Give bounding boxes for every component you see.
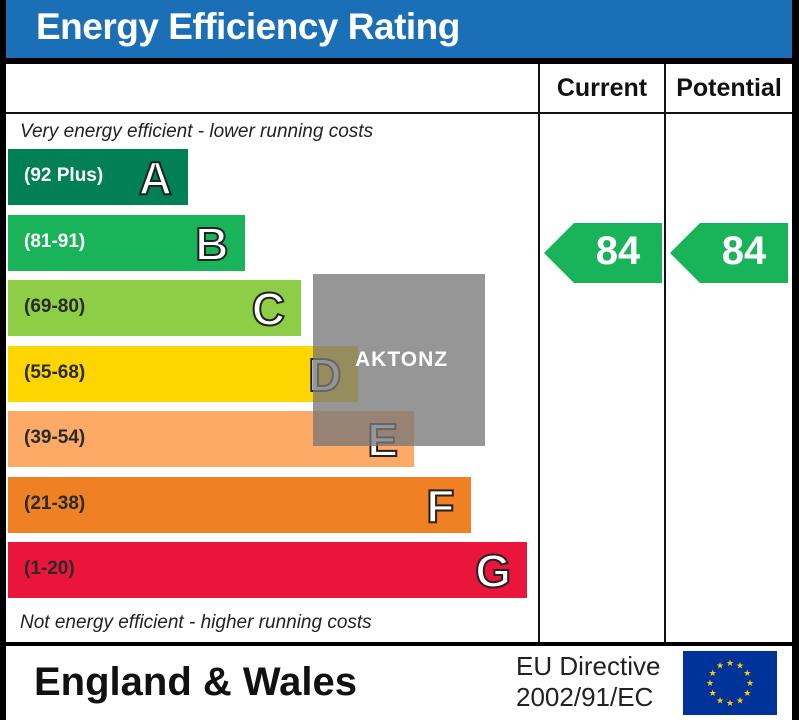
watermark-text: AKTONZ (355, 348, 449, 371)
bottom-note: Not energy efficient - higher running co… (20, 612, 372, 633)
watermark: AKTONZ (313, 274, 485, 446)
band-c: (69-80) C (8, 280, 301, 336)
eu-star-icon: ★ (736, 661, 744, 671)
potential-rating-value: 84 (721, 229, 767, 273)
eu-directive-label: EU Directive (516, 651, 661, 681)
eu-star-icon: ★ (743, 668, 751, 678)
band-range-label: (1-20) (24, 558, 75, 579)
eu-star-icon: ★ (726, 698, 734, 708)
band-f: (21-38) F (8, 476, 471, 533)
top-note: Very energy efficient - lower running co… (20, 121, 374, 142)
band-range-label: (92 Plus) (24, 165, 104, 186)
band-letter: F (425, 479, 455, 533)
potential-column-divider (664, 64, 666, 642)
band-letter: C (251, 282, 286, 336)
band-b: (81-91) B (8, 214, 245, 271)
band-d: (55-68)D (8, 345, 358, 402)
band-range-label: (39-54) (24, 427, 86, 448)
eu-star-icon: ★ (716, 661, 724, 671)
potential-arrow-shape (670, 223, 788, 283)
footer-panel (6, 646, 792, 720)
band-letter: B (194, 217, 229, 271)
eu-flag-icon: ★★★★★★★★★ ★ ★★ (683, 651, 777, 715)
current-column-divider (538, 64, 540, 642)
eu-directive-number: 2002/91/EC (516, 682, 654, 712)
eu-star-icon: ★ (706, 678, 714, 688)
band-range-label: (21-38) (24, 492, 86, 514)
band-range-label: (55-68) (24, 361, 86, 383)
band-letter: A (138, 151, 173, 205)
eu-star-icon: ★ (709, 668, 717, 678)
eu-star-icon: ★ (746, 678, 754, 688)
current-rating-value: 84 (595, 229, 641, 273)
band-range-label: (69-80) (24, 296, 86, 317)
band-a: (92 Plus) A (8, 149, 188, 205)
band-letter: G (474, 544, 512, 598)
eu-star-icon: ★ (709, 688, 717, 698)
band-range-label: (81-91) (24, 230, 86, 252)
eu-star-icon: ★ (736, 695, 744, 705)
current-column-header: Current (556, 74, 648, 102)
current-arrow-shape (544, 223, 662, 283)
title-bar: Energy Efficiency Rating (6, 0, 792, 58)
potential-rating-arrow (670, 223, 788, 283)
potential-column-header: Potential (676, 74, 782, 102)
header-divider (6, 112, 792, 114)
eu-star-icon: ★ (726, 658, 734, 668)
current-rating-arrow (544, 223, 662, 283)
chart-title: Energy Efficiency Rating (36, 6, 460, 47)
band-g: (1-20) G (8, 542, 527, 598)
footer-region: England & Wales (34, 660, 358, 704)
eu-star-icon: ★ (743, 688, 751, 698)
eu-star-icon: ★ (716, 695, 724, 705)
